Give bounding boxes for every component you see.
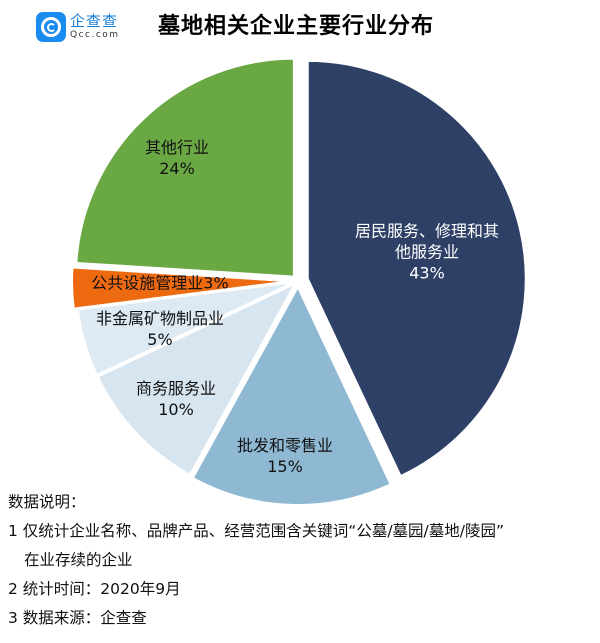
- note-3: 3 数据来源：企查查: [8, 609, 147, 627]
- slice-label-business-services: 商务服务业 10%: [135, 379, 217, 419]
- logo-en-text: Qcc.com: [70, 30, 120, 40]
- note-1: 1 仅统计企业名称、品牌产品、经营范围含关键词“公墓/墓园/墓地/陵园”: [8, 522, 505, 540]
- slice-label-wholesale-retail: 批发和零售业 15%: [236, 436, 334, 476]
- pie-slice: [306, 59, 527, 478]
- note-2: 2 统计时间：2020年9月: [8, 580, 181, 598]
- note-1-cont: 在业存续的企业: [24, 551, 133, 569]
- slice-label-resident-services: 居民服务、修理和其 他服务业 43%: [354, 221, 500, 283]
- notes-heading: 数据说明：: [8, 493, 86, 511]
- pie-slice: [191, 284, 392, 506]
- slice-label-public-facilities: 公共设施管理业3%: [91, 273, 229, 293]
- logo-cn-text: 企查查: [70, 12, 119, 30]
- slice-label-other-industries: 其他行业 24%: [144, 138, 210, 178]
- pie-slice: [76, 281, 295, 377]
- pie-chart: [71, 57, 527, 506]
- pie-slice: [75, 57, 295, 278]
- slice-label-nonmetal-minerals: 非金属矿物制品业 5%: [95, 309, 225, 349]
- data-notes: 数据说明： 1 仅统计企业名称、品牌产品、经营范围含关键词“公墓/墓园/墓地/陵…: [8, 488, 504, 633]
- pie-slice: [96, 281, 298, 477]
- chart-title: 墓地相关企业主要行业分布: [158, 14, 435, 39]
- pie-slice: [71, 266, 291, 310]
- qcc-logo: 企查查 Qcc.com: [36, 12, 120, 42]
- qcc-logo-icon: [36, 12, 66, 42]
